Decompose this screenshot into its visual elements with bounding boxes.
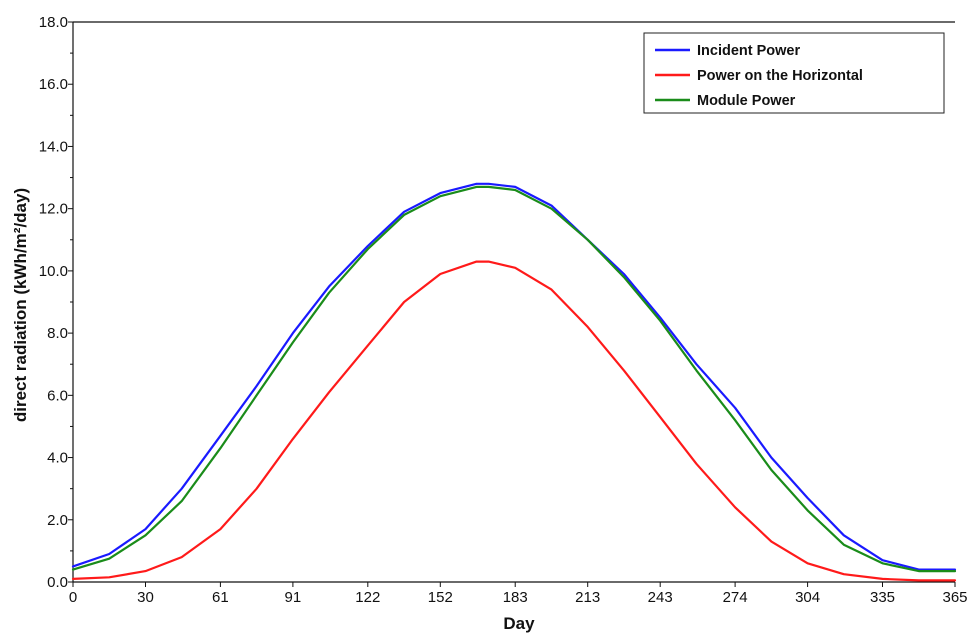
series-line-2 [71,260,957,582]
legend-label: Incident Power [697,43,800,59]
y-tick-label: 12.0 [39,201,68,218]
x-ticks: 0 30 61 91 122 152 183 213 243 274 304 335 365 [69,582,968,606]
x-tick-label: 213 [575,589,600,606]
y-axis-title: direct radiation (kWh/m²/day) [11,188,30,422]
x-tick-label: 183 [503,589,528,606]
y-tick-label: 10.0 [39,263,68,280]
x-tick-label: 274 [723,589,748,606]
y-tick-label: 2.0 [47,512,68,529]
x-axis-title: Day [503,614,535,633]
y-tick-label: 14.0 [39,138,68,155]
series-line-3 [71,185,957,573]
y-tick-label: 8.0 [47,325,68,342]
y-ticks: 0.0 2.0 4.0 6.0 8.0 10.0 12.0 14.0 16.0 18.0 [39,14,73,591]
y-tick-label: 18.0 [39,14,68,31]
legend-label: Power on the Horizontal [697,68,863,84]
y-tick-label: 0.0 [47,574,68,591]
x-tick-label: 122 [355,589,380,606]
x-tick-label: 0 [69,589,77,606]
x-tick-label: 152 [428,589,453,606]
y-tick-label: 4.0 [47,450,68,467]
y-tick-label: 16.0 [39,76,68,93]
x-tick-label: 304 [795,589,820,606]
x-tick-label: 335 [870,589,895,606]
series-group [71,182,957,582]
x-tick-label: 91 [285,589,302,606]
x-tick-label: 30 [137,589,154,606]
x-tick-label: 61 [212,589,229,606]
series-line-1 [71,182,957,571]
y-tick-label: 6.0 [47,387,68,404]
legend-label: Module Power [697,93,796,109]
legend-box [643,32,945,114]
x-tick-label: 365 [942,589,967,606]
x-tick-label: 243 [648,589,673,606]
legend: Incident Power Power on the Horizontal Mod… [643,32,945,114]
